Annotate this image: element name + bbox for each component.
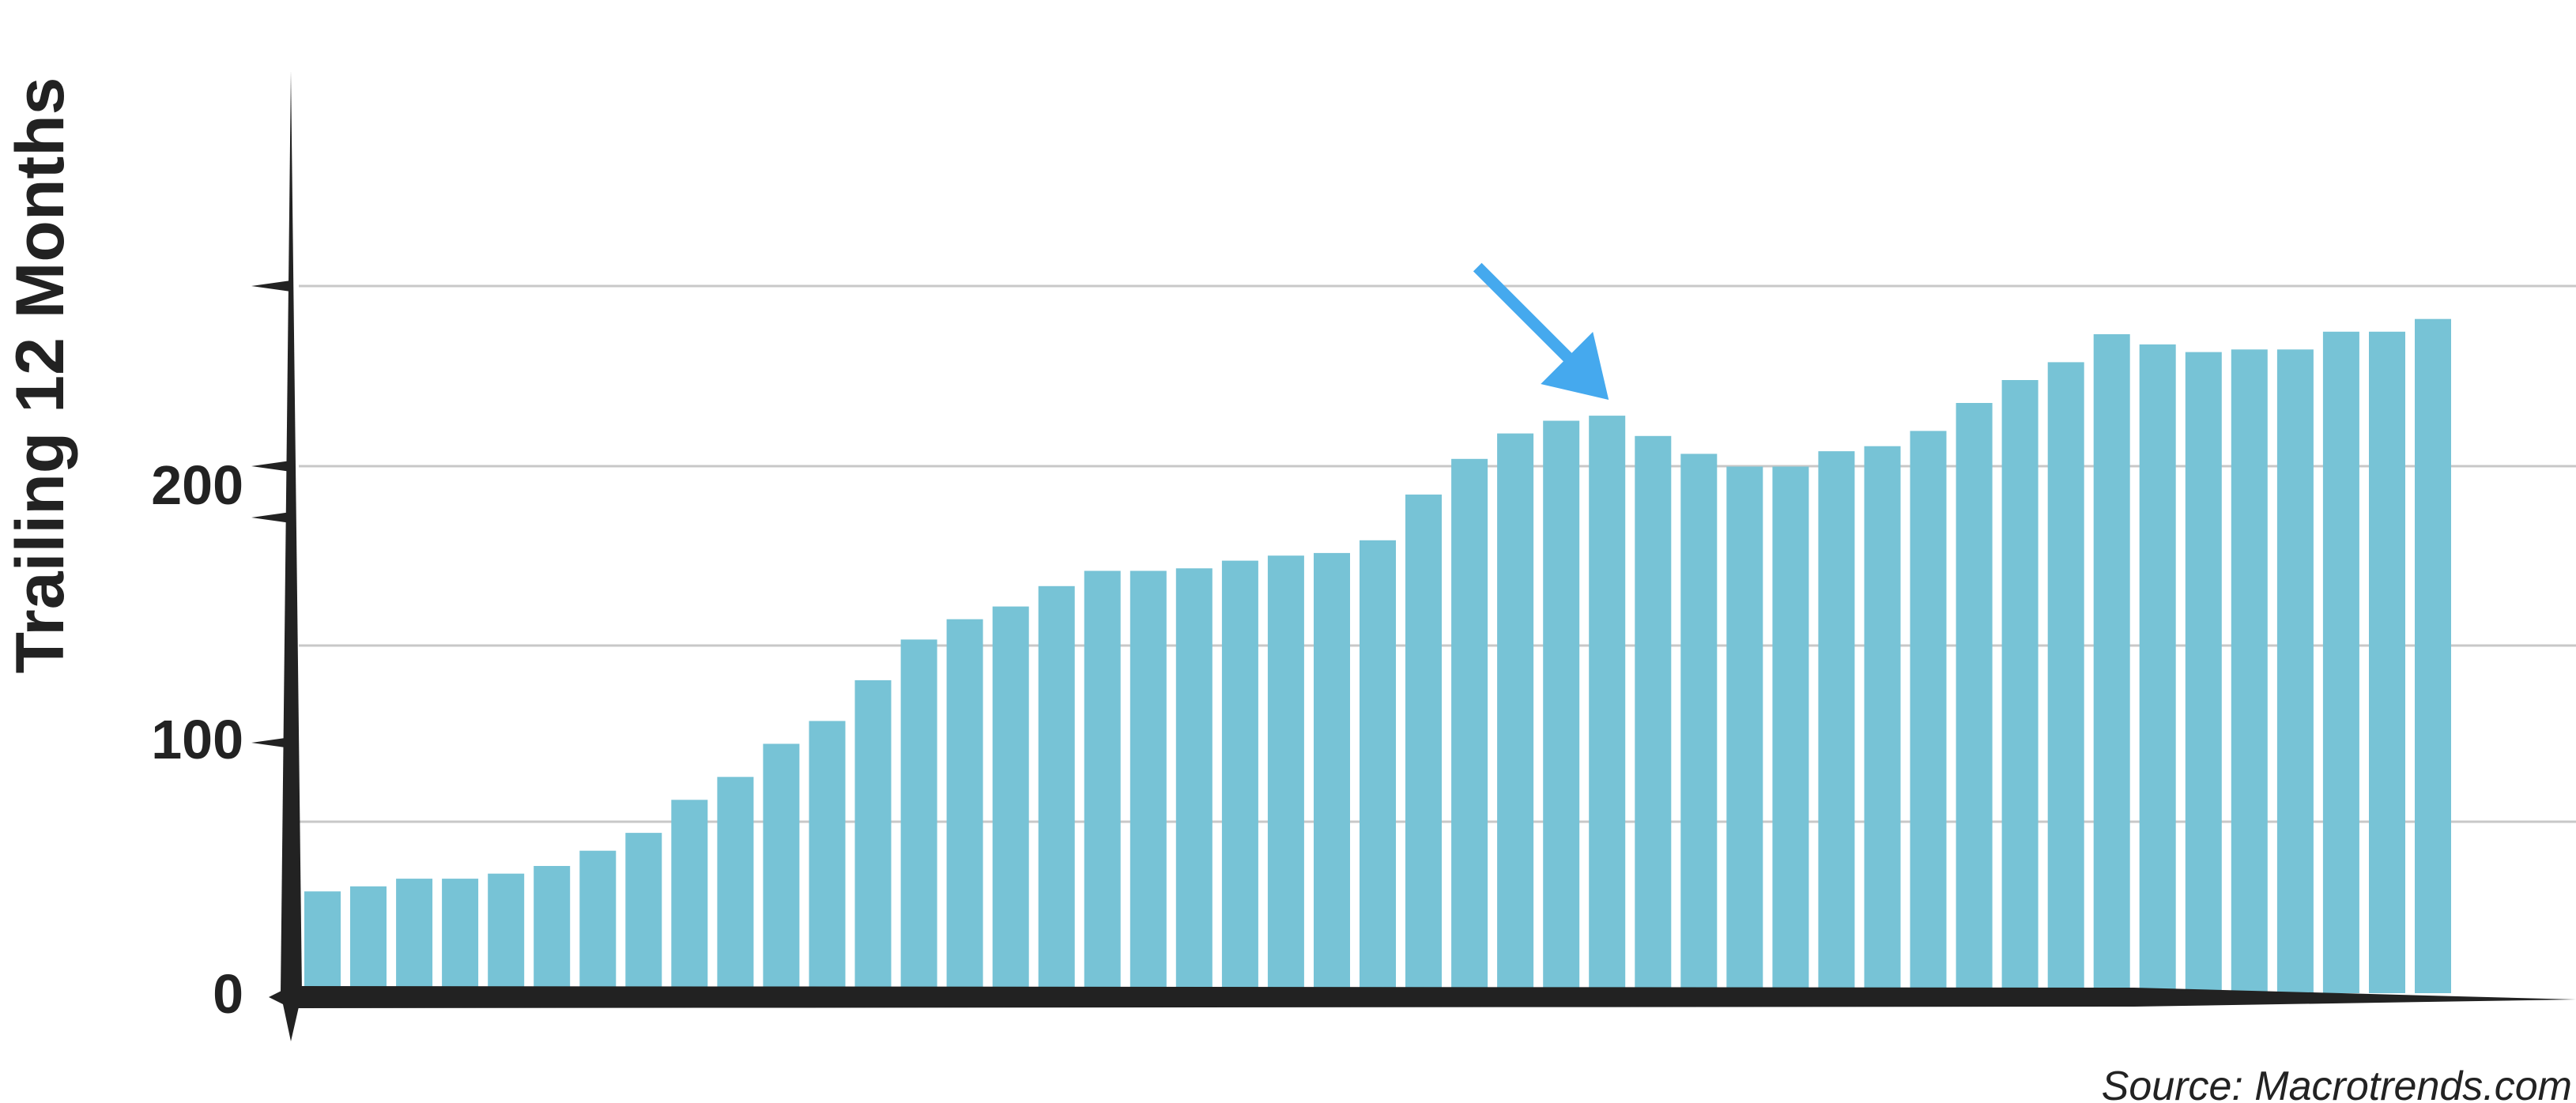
bar	[2139, 344, 2176, 993]
bar	[992, 606, 1029, 993]
bar	[1680, 454, 1718, 993]
bar	[2322, 331, 2359, 993]
arrow-head	[1541, 332, 1609, 401]
bar	[1221, 560, 1258, 993]
y-tick-label: 100	[151, 709, 243, 770]
bar	[900, 639, 937, 993]
y-axis-tick-mark	[251, 737, 291, 748]
bar	[763, 743, 800, 993]
bar	[1084, 570, 1121, 993]
y-axis-tick-mark	[251, 512, 291, 523]
bar	[2093, 334, 2130, 993]
bar	[2185, 352, 2222, 994]
y-tick-labels: 0 100 200	[151, 454, 243, 1025]
bar	[1589, 416, 1626, 993]
bar	[2047, 362, 2084, 993]
bars	[304, 318, 2451, 994]
y-axis	[281, 71, 302, 1041]
bar	[1910, 431, 1947, 993]
bar	[1267, 555, 1304, 993]
bar	[1451, 458, 1488, 993]
bar	[579, 850, 617, 993]
bar	[2369, 331, 2405, 993]
bar	[2001, 380, 2039, 993]
bar	[304, 891, 341, 993]
bar	[396, 879, 433, 993]
bar	[1864, 446, 1901, 993]
bar	[809, 721, 846, 993]
bar	[854, 679, 892, 993]
arrow-shaft	[1473, 262, 1582, 371]
bar	[442, 879, 479, 993]
y-tick-label: 0	[213, 963, 243, 1025]
bar	[717, 777, 754, 993]
bar	[2276, 349, 2314, 993]
bar	[1635, 435, 1672, 993]
bar	[1497, 433, 1534, 993]
axes	[251, 71, 2576, 1041]
bar	[1405, 494, 1442, 993]
y-axis-tick-mark	[251, 280, 291, 292]
y-tick-label: 200	[151, 454, 243, 516]
y-axis-tick-mark	[251, 461, 291, 472]
bar	[1772, 466, 1809, 993]
highlight-arrow-icon	[1473, 262, 1609, 401]
bar	[625, 833, 662, 993]
bar	[2415, 318, 2451, 993]
bar	[1726, 466, 1763, 993]
bar	[1543, 420, 1580, 993]
bar	[1314, 552, 1350, 993]
bar	[2231, 349, 2268, 993]
bar	[1038, 585, 1075, 993]
bar	[1360, 540, 1396, 993]
bar	[1818, 451, 1855, 993]
bar	[946, 619, 983, 993]
source-label: Source: Macrotrends.com	[2102, 1063, 2572, 1103]
bar	[350, 886, 387, 993]
x-axis	[269, 986, 2576, 1008]
bar	[1130, 570, 1167, 993]
bar	[671, 800, 708, 993]
y-axis-label: Trailing 12 Months	[2, 77, 78, 674]
bar	[1175, 568, 1213, 993]
bar	[534, 866, 571, 993]
bar	[488, 873, 525, 993]
bar	[1956, 403, 1993, 993]
